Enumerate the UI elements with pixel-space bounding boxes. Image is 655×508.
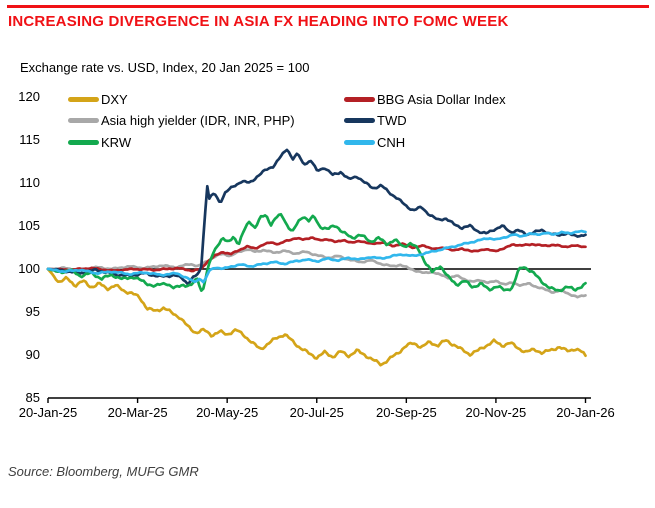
y-tick-label: 105 <box>18 218 40 233</box>
legend-swatch-icon <box>344 96 375 102</box>
source-note: Source: Bloomberg, MUFG GMR <box>8 464 199 479</box>
legend-item-asia-high-yielder-idr-inr-php-: Asia high yielder (IDR, INR, PHP) <box>68 113 295 129</box>
legend-label: CNH <box>377 134 406 150</box>
legend-swatch-icon <box>344 118 375 123</box>
y-tick-label: 110 <box>19 175 40 190</box>
legend-label: DXY <box>101 91 128 107</box>
y-tick-label: 85 <box>25 390 40 405</box>
x-tick-label: 20-Sep-25 <box>375 405 437 420</box>
y-tick-label: 100 <box>18 261 40 276</box>
x-tick-label: 20-Jan-26 <box>556 405 615 420</box>
legend-swatch-icon <box>344 139 375 145</box>
legend-item-cnh: CNH <box>344 134 405 150</box>
legend-item-twd: TWD <box>344 113 407 129</box>
series-line-cnh <box>46 229 587 284</box>
legend-swatch-icon <box>68 118 99 123</box>
top-rule <box>7 5 649 8</box>
series-line-twd <box>46 148 587 286</box>
series-line-dxy <box>46 267 587 367</box>
legend-label: Asia high yielder (IDR, INR, PHP) <box>101 113 295 128</box>
legend-label: TWD <box>377 113 407 128</box>
series-line-krw <box>46 212 587 293</box>
y-tick-label: 90 <box>25 347 40 362</box>
x-tick-label: 20-Jan-25 <box>18 405 78 420</box>
x-tick-label: 20-Nov-25 <box>465 405 527 420</box>
legend-item-krw: KRW <box>68 134 131 150</box>
y-tick-label: 120 <box>18 89 40 104</box>
legend-label: BBG Asia Dollar Index <box>377 91 506 107</box>
page-title: INCREASING DIVERGENCE IN ASIA FX HEADING… <box>8 13 509 30</box>
legend-label: KRW <box>101 134 132 150</box>
x-tick-label: 20-Jul-25 <box>289 405 344 420</box>
x-tick-label: 20-May-25 <box>196 405 259 420</box>
y-tick-label: 95 <box>25 304 40 319</box>
legend-swatch-icon <box>68 139 99 145</box>
x-tick-label: 20-Mar-25 <box>107 405 168 420</box>
y-tick-label: 115 <box>19 132 40 147</box>
legend-swatch-icon <box>68 96 99 102</box>
series-line-bbg-asia-dollar-index <box>46 236 587 273</box>
legend-item-bbg-asia-dollar-index: BBG Asia Dollar Index <box>344 91 506 107</box>
legend-item-dxy: DXY <box>68 91 128 107</box>
chart-subtitle: Exchange rate vs. USD, Index, 20 Jan 202… <box>20 60 310 75</box>
